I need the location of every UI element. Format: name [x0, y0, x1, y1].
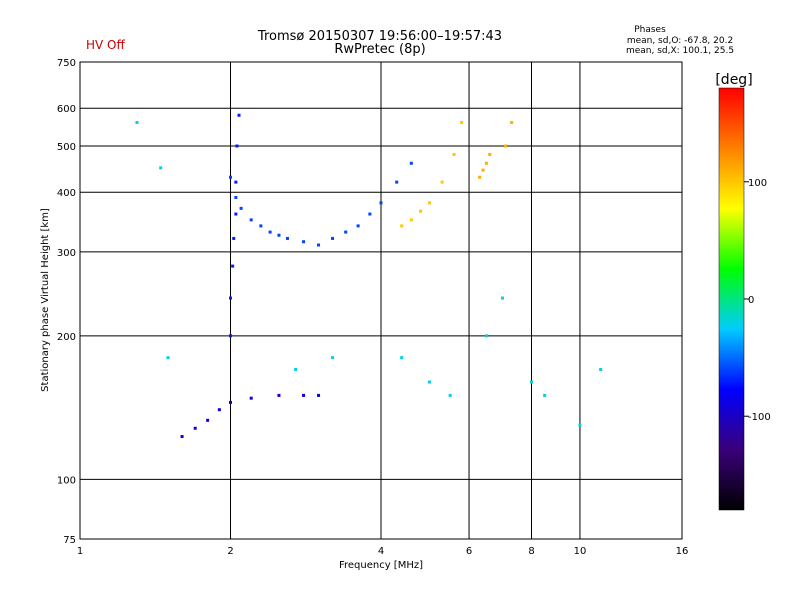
y-tick-label: 100 [57, 475, 76, 486]
data-point [448, 393, 452, 397]
data-point [409, 218, 413, 222]
y-axis: 75 100 200 300 400 500 600 750 [57, 58, 76, 546]
data-point [229, 175, 232, 179]
data-point [249, 218, 253, 222]
data-point [259, 224, 263, 228]
data-point [510, 121, 514, 125]
y-tick-label: 75 [63, 535, 76, 546]
data-point [501, 296, 505, 300]
hv-status: HV Off [86, 38, 125, 52]
data-point [599, 367, 603, 371]
x-tick-label: 16 [676, 546, 689, 557]
data-point [368, 212, 372, 216]
y-tick-label: 500 [57, 142, 76, 153]
data-point [578, 423, 582, 427]
data-point [344, 230, 348, 234]
data-point [484, 161, 488, 165]
data-point [460, 121, 464, 125]
data-point [180, 435, 184, 439]
y-tick-label: 200 [57, 332, 76, 343]
data-point [302, 240, 306, 244]
data-point [229, 334, 232, 338]
chart-subtitle: RwPretec (8p) [334, 42, 425, 57]
x-tick-label: 2 [227, 546, 233, 557]
x-tick-label: 1 [77, 546, 83, 557]
y-tick-label: 300 [57, 248, 76, 259]
data-point [530, 380, 533, 384]
data-point [395, 180, 399, 184]
data-point [231, 264, 235, 268]
data-point [193, 426, 197, 430]
data-point [268, 230, 272, 234]
data-point [135, 121, 139, 125]
data-point [285, 236, 289, 240]
data-point [452, 152, 456, 156]
x-tick-label: 10 [574, 546, 587, 557]
x-tick-label: 8 [528, 546, 534, 557]
data-point [427, 380, 431, 384]
colorbar-tick-label: 100 [748, 178, 767, 189]
data-point [504, 144, 508, 148]
data-point [206, 418, 210, 422]
x-tick-label: 4 [378, 546, 384, 557]
data-point [217, 408, 221, 412]
data-point [331, 236, 335, 240]
data-point [427, 201, 431, 205]
colorbar [718, 87, 745, 511]
data-point [356, 224, 360, 228]
data-point [317, 243, 321, 247]
data-point [294, 367, 298, 371]
data-point [234, 195, 238, 199]
y-axis-label: Stationary phase Virtual Height [km] [40, 208, 51, 392]
data-point [481, 168, 485, 172]
data-point [379, 201, 383, 205]
data-point [484, 334, 488, 338]
data-point [234, 180, 238, 184]
data-point [478, 175, 482, 179]
data-point [440, 180, 444, 184]
data-point [229, 400, 232, 404]
data-point [235, 144, 239, 148]
x-tick-label: 6 [466, 546, 472, 557]
x-axis-label: Frequency [MHz] [339, 560, 423, 571]
phases-title: Phases [634, 25, 666, 35]
data-point [239, 206, 243, 210]
x-axis: 1 2 4 6 8 10 16 [77, 546, 689, 557]
colorbar-ticks: 100 0 -100 [744, 178, 771, 423]
data-point [543, 393, 547, 397]
data-point [488, 152, 492, 156]
data-point [232, 236, 236, 240]
data-point [229, 296, 232, 300]
plot-frame [79, 61, 683, 540]
phases-o: mean, sd,O: -67.8, 20.2 [627, 36, 733, 46]
y-tick-label: 600 [57, 104, 76, 115]
colorbar-tick-label: -100 [748, 412, 771, 423]
data-point [419, 209, 423, 213]
y-tick-label: 750 [57, 58, 76, 69]
data-point [400, 356, 404, 360]
phases-x: mean, sd,X: 100.1, 25.5 [626, 46, 734, 56]
data-point [277, 233, 281, 237]
chart-title: Tromsø 20150307 19:56:00–19:57:43 [257, 29, 502, 44]
colorbar-tick-label: 0 [748, 295, 754, 306]
data-point [237, 113, 241, 117]
y-tick-label: 400 [57, 188, 76, 199]
data-point [234, 212, 238, 216]
data-point [302, 393, 306, 397]
data-point [159, 166, 163, 170]
data-point [331, 356, 335, 360]
plot-points [135, 113, 603, 439]
plot-grid [80, 62, 682, 539]
data-point [400, 224, 404, 228]
data-point [409, 161, 413, 165]
data-point [166, 356, 170, 360]
data-point [249, 396, 253, 400]
data-point [277, 393, 281, 397]
data-point [317, 393, 321, 397]
colorbar-label: [deg] [715, 72, 752, 88]
